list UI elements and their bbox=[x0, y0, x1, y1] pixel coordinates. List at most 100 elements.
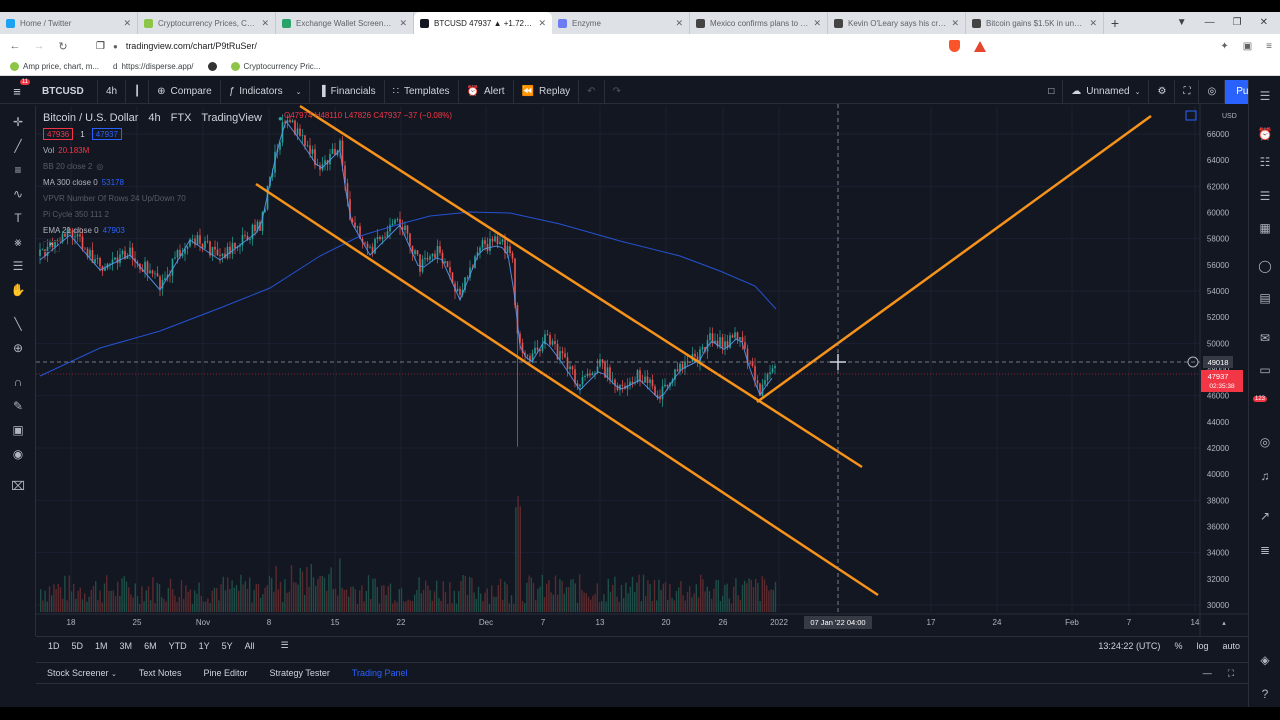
tab-trading-panel[interactable]: Trading Panel bbox=[351, 668, 408, 678]
icons-icon[interactable]: ✋ bbox=[10, 283, 26, 297]
range-all[interactable]: All bbox=[244, 640, 255, 651]
close-icon[interactable]: ✕ bbox=[675, 17, 683, 28]
close-icon[interactable]: ✕ bbox=[123, 17, 131, 28]
close-icon[interactable]: ✕ bbox=[538, 17, 546, 28]
brush-icon[interactable]: ∿ bbox=[12, 187, 24, 201]
chats-icon[interactable]: ✉ bbox=[1259, 331, 1271, 345]
close-icon[interactable]: ✕ bbox=[261, 17, 269, 28]
fullscreen-button[interactable]: ⛶ bbox=[1175, 79, 1200, 104]
bookmark-icon[interactable]: ❐ bbox=[96, 40, 105, 52]
range-5d[interactable]: 5D bbox=[71, 640, 84, 651]
browser-menu-icon[interactable]: ≡ bbox=[1266, 40, 1272, 52]
range-1d[interactable]: 1D bbox=[48, 640, 60, 651]
back-icon[interactable]: ← bbox=[9, 40, 21, 52]
pattern-icon[interactable]: ⨳ bbox=[14, 235, 22, 249]
snapshot-button[interactable]: ◎ bbox=[1199, 79, 1226, 104]
close-icon[interactable]: ✕ bbox=[1089, 17, 1097, 28]
stay-drawing-icon[interactable]: ✎ bbox=[12, 399, 24, 413]
data-window-icon[interactable]: ☷ bbox=[1259, 155, 1271, 169]
broadcast-icon[interactable]: ◎ bbox=[1259, 435, 1271, 449]
maximize-panel-icon[interactable]: ⛶ bbox=[1227, 667, 1234, 678]
bookmark-crypto[interactable]: Cryptocurrency Pric... bbox=[230, 62, 320, 71]
text-icon[interactable]: T bbox=[14, 211, 22, 225]
symbol-search[interactable]: BTCUSD bbox=[34, 79, 98, 104]
forward-icon[interactable]: → bbox=[33, 40, 45, 52]
chevron-up-icon[interactable]: ⌃ bbox=[43, 240, 60, 252]
close-window-icon[interactable]: ✕ bbox=[1259, 17, 1268, 28]
chart-type-button[interactable]: ┃ bbox=[126, 79, 150, 104]
undo-button[interactable]: ↶ bbox=[579, 79, 605, 104]
trending-icon[interactable]: ↗ bbox=[1259, 509, 1271, 523]
watchlist-icon[interactable]: ☰ bbox=[1259, 89, 1271, 103]
restore-icon[interactable]: ❐ bbox=[1232, 17, 1242, 28]
replay-button[interactable]: ⏪ Replay bbox=[514, 79, 580, 104]
wallet-icon[interactable]: ▣ bbox=[1242, 40, 1253, 52]
browser-tab[interactable]: Exchange Wallet Screener | View ✕ bbox=[276, 12, 414, 34]
range-5y[interactable]: 5Y bbox=[221, 640, 233, 651]
magnet-icon[interactable]: ∩ bbox=[13, 375, 23, 389]
close-icon[interactable]: ✕ bbox=[951, 17, 959, 28]
compare-button[interactable]: ⊕ Compare bbox=[149, 79, 221, 104]
minimize-panel-icon[interactable]: — bbox=[1202, 667, 1212, 678]
help-icon[interactable]: ? bbox=[1261, 687, 1269, 701]
tab-stock-screener[interactable]: Stock Screener ⌄ bbox=[36, 668, 128, 678]
tab-text-notes[interactable]: Text Notes bbox=[138, 668, 182, 678]
range-ytd[interactable]: YTD bbox=[168, 640, 187, 651]
ideas-icon[interactable]: ▤ bbox=[1259, 291, 1271, 305]
brave-shield-icon[interactable] bbox=[949, 40, 961, 52]
tab-pine-editor[interactable]: Pine Editor bbox=[203, 668, 248, 678]
minimize-icon[interactable]: — bbox=[1204, 17, 1215, 28]
close-icon[interactable]: ✕ bbox=[813, 17, 821, 28]
auto-toggle[interactable]: auto bbox=[1222, 640, 1240, 651]
select-layout-button[interactable]: □ bbox=[1040, 79, 1064, 104]
go-to-date-icon[interactable]: ☰ bbox=[280, 640, 289, 650]
url-omnibox[interactable]: ❐ ● tradingview.com/chart/P9tRuSer/ bbox=[88, 37, 778, 55]
eye-icon[interactable]: ◉ bbox=[12, 447, 24, 461]
browser-tab[interactable]: BTCUSD 47937 ▲ +1.72% U ✕ bbox=[414, 12, 552, 34]
financials-button[interactable]: ▐ Financials bbox=[310, 79, 385, 104]
utc-clock[interactable]: 13:24:22 (UTC) bbox=[1098, 640, 1161, 651]
indicators-button[interactable]: ƒ Indicators ⌄ bbox=[221, 79, 311, 104]
bookmark-github[interactable] bbox=[207, 62, 217, 71]
extensions-icon[interactable]: ✦ bbox=[1220, 40, 1229, 52]
ask-price[interactable]: 47937 bbox=[91, 128, 122, 140]
calendar-icon[interactable]: ▦ bbox=[1259, 221, 1271, 235]
brave-rewards-icon[interactable] bbox=[974, 40, 987, 52]
new-tab-button[interactable]: + bbox=[1110, 15, 1120, 31]
range-1m[interactable]: 1M bbox=[95, 640, 108, 651]
lock-icon[interactable]: ▣ bbox=[12, 423, 24, 437]
browser-tab[interactable]: Kevin O'Leary says his crypto ho ✕ bbox=[828, 12, 966, 34]
bookmark-amp[interactable]: Amp price, chart, m... bbox=[10, 62, 99, 71]
streams-icon[interactable]: ▭ bbox=[1259, 363, 1271, 377]
browser-tab[interactable]: Enzyme ✕ bbox=[552, 12, 690, 34]
close-icon[interactable]: ✕ bbox=[399, 17, 407, 28]
browser-tab[interactable]: Cryptocurrency Prices, Charts, a ✕ bbox=[138, 12, 276, 34]
range-1y[interactable]: 1Y bbox=[198, 640, 210, 651]
redo-button[interactable]: ↷ bbox=[605, 80, 629, 104]
browser-tab[interactable]: Bitcoin gains $1.5K in under an ✕ bbox=[966, 12, 1104, 34]
alerts-icon[interactable]: ⏰ bbox=[1257, 127, 1273, 141]
percent-toggle[interactable]: % bbox=[1174, 640, 1183, 651]
templates-button[interactable]: ∷ Templates bbox=[385, 79, 459, 104]
dom-icon[interactable]: ≣ bbox=[1259, 543, 1271, 557]
zoom-icon[interactable]: ⊕ bbox=[12, 341, 24, 355]
layout-name-button[interactable]: ☁ Unnamed ⌄ bbox=[1063, 79, 1150, 104]
news-icon[interactable]: ◯ bbox=[1258, 259, 1272, 273]
crosshair-icon[interactable]: ✛ bbox=[12, 115, 24, 129]
range-3m[interactable]: 3M bbox=[119, 640, 133, 651]
notifications-icon[interactable]: ♫ bbox=[1260, 469, 1270, 483]
bid-price[interactable]: 47936 bbox=[43, 128, 74, 140]
trash-icon[interactable]: ⌧ bbox=[11, 479, 25, 493]
reload-icon[interactable]: ↻ bbox=[58, 40, 68, 53]
eye-off-icon[interactable]: ◎ bbox=[96, 161, 104, 171]
bookmark-disperse[interactable]: d https://disperse.app/ bbox=[113, 62, 194, 71]
interval-select[interactable]: 4h bbox=[98, 79, 127, 104]
log-toggle[interactable]: log bbox=[1196, 640, 1209, 651]
hotlists-icon[interactable]: ☰ bbox=[1259, 189, 1271, 203]
tab-search-icon[interactable]: ▼ bbox=[1176, 17, 1187, 28]
settings-button[interactable]: ⚙ bbox=[1149, 79, 1176, 104]
main-menu-icon[interactable]: ≡ 11 bbox=[13, 79, 30, 99]
alert-button[interactable]: ⏰ Alert bbox=[459, 79, 514, 104]
browser-tab[interactable]: Home / Twitter ✕ bbox=[0, 12, 138, 34]
tab-strategy-tester[interactable]: Strategy Tester bbox=[269, 668, 330, 678]
